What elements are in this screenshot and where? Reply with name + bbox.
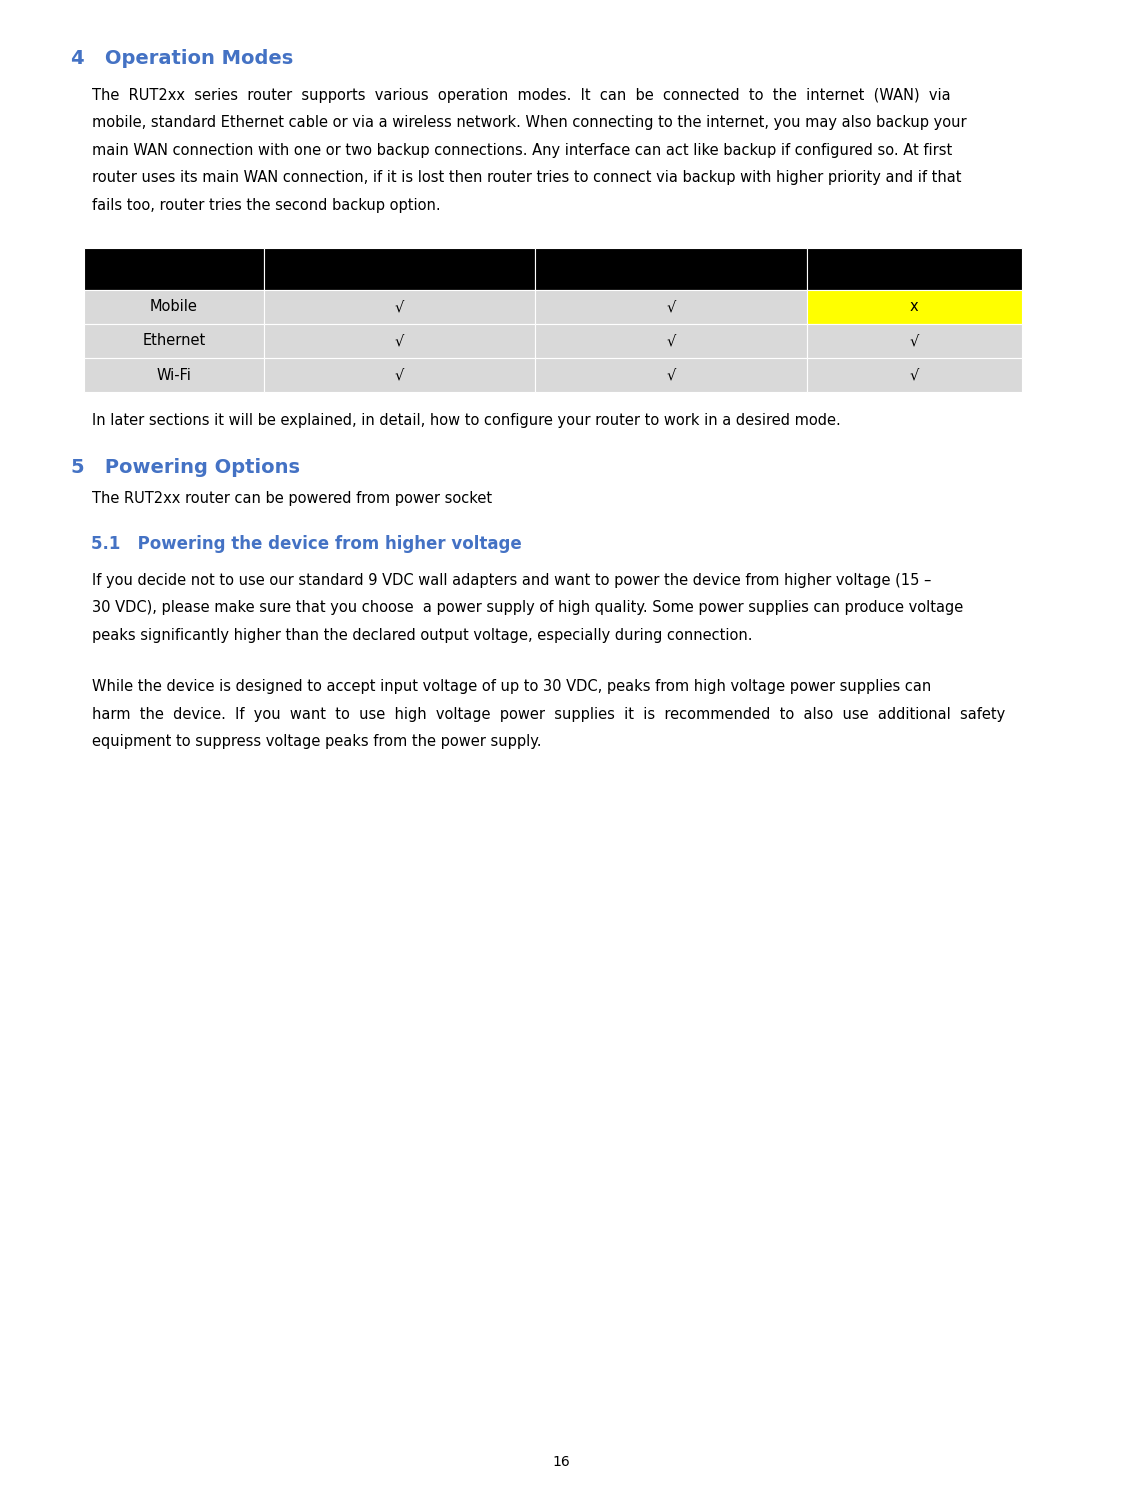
Bar	[264, 359, 536, 393]
Bar	[806, 325, 1022, 359]
Text: 5   Powering Options: 5 Powering Options	[71, 459, 300, 476]
Text: router uses its main WAN connection, if it is lost then router tries to connect : router uses its main WAN connection, if …	[92, 171, 961, 186]
Text: √: √	[666, 299, 676, 314]
Bar	[84, 249, 264, 290]
Text: If you decide not to use our standard 9 VDC wall adapters and want to power the : If you decide not to use our standard 9 …	[92, 573, 931, 588]
Text: 4   Operation Modes: 4 Operation Modes	[71, 49, 293, 68]
Text: √: √	[910, 368, 919, 383]
Bar	[536, 249, 806, 290]
Bar	[84, 359, 264, 393]
Text: 5.1   Powering the device from higher voltage: 5.1 Powering the device from higher volt…	[91, 536, 522, 554]
Text: peaks significantly higher than the declared output voltage, especially during c: peaks significantly higher than the decl…	[92, 628, 752, 643]
Text: While the device is designed to accept input voltage of up to 30 VDC, peaks from: While the device is designed to accept i…	[92, 679, 931, 694]
Bar	[536, 325, 806, 359]
Text: fails too, router tries the second backup option.: fails too, router tries the second backu…	[92, 198, 440, 213]
Bar	[84, 325, 264, 359]
Text: √: √	[394, 299, 404, 314]
Text: √: √	[666, 334, 676, 348]
Text: Ethernet: Ethernet	[143, 334, 206, 348]
Text: 30 VDC), please make sure that you choose  a power supply of high quality. Some : 30 VDC), please make sure that you choos…	[92, 600, 964, 615]
Bar	[806, 290, 1022, 325]
Bar	[264, 249, 536, 290]
Text: 16: 16	[553, 1455, 570, 1470]
Text: The  RUT2xx  series  router  supports  various  operation  modes.  It  can  be  : The RUT2xx series router supports variou…	[92, 88, 951, 103]
Bar	[264, 325, 536, 359]
Text: √: √	[666, 368, 676, 383]
Bar	[536, 290, 806, 325]
Text: The RUT2xx router can be powered from power socket: The RUT2xx router can be powered from po…	[92, 491, 492, 506]
Text: main WAN connection with one or two backup connections. Any interface can act li: main WAN connection with one or two back…	[92, 143, 952, 158]
Bar	[806, 249, 1022, 290]
Text: √: √	[394, 368, 404, 383]
Bar	[84, 290, 264, 325]
Text: √: √	[910, 334, 919, 348]
Text: mobile, standard Ethernet cable or via a wireless network. When connecting to th: mobile, standard Ethernet cable or via a…	[92, 116, 967, 131]
Bar	[264, 290, 536, 325]
Text: √: √	[394, 334, 404, 348]
Text: x: x	[910, 299, 919, 314]
Text: Mobile: Mobile	[150, 299, 198, 314]
Bar	[536, 359, 806, 393]
Text: In later sections it will be explained, in detail, how to configure your router : In later sections it will be explained, …	[92, 414, 841, 429]
Text: equipment to suppress voltage peaks from the power supply.: equipment to suppress voltage peaks from…	[92, 734, 541, 749]
Bar	[806, 359, 1022, 393]
Text: harm  the  device.  If  you  want  to  use  high  voltage  power  supplies  it  : harm the device. If you want to use high…	[92, 707, 1005, 722]
Text: Wi-Fi: Wi-Fi	[156, 368, 191, 383]
